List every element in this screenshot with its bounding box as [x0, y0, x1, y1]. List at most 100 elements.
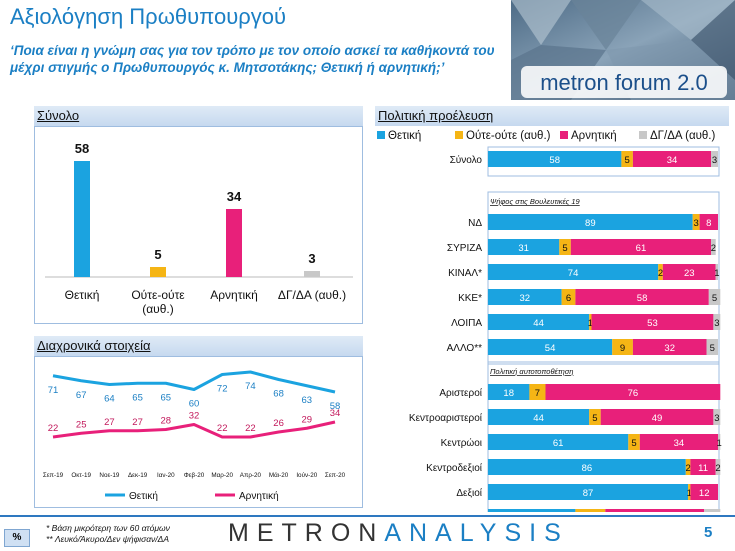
- political-segment-value: 58: [549, 155, 560, 166]
- political-segment-value: 18: [503, 388, 514, 399]
- trend-tick-label: Οκτ-19: [71, 472, 91, 479]
- political-segment: [612, 339, 633, 355]
- footer-rule: [0, 515, 735, 517]
- political-segment-value: 2: [658, 268, 663, 279]
- political-segment: [488, 384, 530, 400]
- trend-tick-label: Δεκ-19: [128, 472, 148, 479]
- political-segment-value: 3: [712, 155, 717, 166]
- trend-point-label: 27: [132, 417, 143, 428]
- political-segment-value: 1: [717, 438, 722, 449]
- political-segment: [488, 459, 686, 475]
- political-segment: [658, 264, 663, 280]
- political-legend-swatch: [455, 131, 463, 139]
- political-segment-value: 3: [714, 413, 719, 424]
- political-segment-value: 74: [568, 268, 579, 279]
- political-segment: [575, 509, 606, 512]
- political-segment: [711, 239, 716, 255]
- political-segment-value: 2: [711, 243, 716, 254]
- political-segment: [692, 214, 700, 230]
- political-segment-value: 8: [706, 218, 711, 229]
- political-segment: [688, 484, 691, 500]
- total-bar-chart: 58 5 34 3 Θετική Ούτε-ούτε(αυθ.) Αρνητική ΔΓ/ΔΑ…: [45, 141, 353, 316]
- total-category-label: Θετική: [65, 288, 100, 302]
- panel-trend: 71 67 64 65 65 60 72 74 68 63 58 22 25 27 27 28 32 22 22 26…: [34, 356, 363, 508]
- political-segment: [699, 214, 718, 230]
- political-segment: [715, 459, 721, 475]
- total-bar-value: 34: [227, 189, 242, 204]
- political-row-label: ΚΚΕ*: [458, 293, 482, 304]
- trend-point-label: 65: [161, 392, 172, 403]
- political-segment: [704, 509, 721, 512]
- political-segment-value: 3: [714, 318, 719, 329]
- political-group-label: Ψήφος στις Βουλευτικές 19: [490, 197, 581, 206]
- page-subtitle: ‘Ποια είναι η γνώμη σας για τον τρόπο με…: [10, 43, 495, 75]
- political-segment: [488, 314, 590, 330]
- total-category-label: (αυθ.): [142, 302, 174, 316]
- trend-line-chart: 71 67 64 65 65 60 72 74 68 63 58 22 25 27 27 28 32 22 22 26…: [43, 370, 346, 502]
- trend-tick-label: Ιαν-20: [157, 472, 175, 479]
- political-segment-value: 5: [562, 243, 567, 254]
- political-row-label: ΛΟΙΠΑ: [451, 318, 482, 329]
- total-category-label: Αρνητική: [210, 288, 258, 302]
- banner-art: metron forum 2.0: [511, 0, 735, 100]
- political-legend-label: Θετική: [388, 130, 421, 142]
- political-row-label: Δεξιοί: [456, 487, 482, 499]
- political-segment-value: 49: [652, 413, 663, 424]
- trend-point-label: 22: [48, 423, 59, 434]
- political-segment: [632, 339, 707, 355]
- trend-point-label: 58: [330, 401, 341, 412]
- political-segment-value: 9: [620, 343, 625, 354]
- political-row-label: Αριστεροί: [439, 387, 482, 399]
- political-segment: [589, 314, 592, 330]
- panel-total: 58 5 34 3 Θετική Ούτε-ούτε (αυθ.) Αρνητική ΔΓ/ΔΑ…: [34, 126, 363, 324]
- political-segment-value: 3: [694, 218, 699, 229]
- trend-point-label: 60: [189, 399, 200, 410]
- political-segment-value: 34: [674, 438, 685, 449]
- political-row-label: Κεντροδεξιοί: [426, 462, 483, 474]
- percent-badge: %: [4, 529, 30, 547]
- political-legend-label: Ούτε-ούτε (αυθ.): [466, 130, 551, 142]
- trend-point-label: 29: [302, 414, 313, 425]
- trend-tick-label: Νοε-19: [99, 472, 119, 479]
- page-number: 5: [704, 524, 713, 541]
- trend-tick-label: Μαρ-20: [211, 472, 233, 479]
- political-legend-label: Αρνητική: [571, 130, 617, 142]
- trend-point-label: 26: [273, 418, 284, 429]
- political-segment: [711, 151, 718, 167]
- political-segment-value: 1: [588, 318, 593, 329]
- political-segment-value: 44: [533, 413, 544, 424]
- trend-tick-label: Σεπ-20: [325, 472, 346, 479]
- footnote-2: ** Λευκό/Άκυρο/Δεν ψήφισαν/ΔΑ: [46, 534, 170, 544]
- trend-point-label: 67: [76, 390, 87, 401]
- political-segment-value: 11: [698, 463, 708, 474]
- trend-series-line: [52, 370, 336, 394]
- total-bar-value: 58: [75, 141, 89, 156]
- political-segment: [690, 484, 718, 500]
- trend-point-label: 34: [330, 408, 341, 419]
- political-segment: [713, 409, 721, 425]
- trend-point-label: 28: [161, 416, 172, 427]
- political-segment-value: 32: [520, 293, 531, 304]
- trend-tick-label: Ιούν-20: [296, 471, 317, 479]
- political-segment: [639, 434, 718, 450]
- political-segment-value: 58: [637, 293, 648, 304]
- political-segment-value: 2: [685, 463, 690, 474]
- trend-point-label: 74: [245, 381, 256, 392]
- logo-part-a: METRON: [228, 519, 385, 547]
- political-segment: [706, 339, 718, 355]
- panel-header-political: Πολιτική προέλευση: [375, 106, 729, 126]
- political-group-label: Πολιτική αυτοτοποθέτηση: [490, 367, 573, 376]
- political-segment-value: 86: [582, 463, 593, 474]
- political-segment: [570, 239, 712, 255]
- political-segment: [713, 314, 721, 330]
- political-segment: [708, 289, 721, 305]
- political-segment-value: 12: [699, 488, 710, 499]
- trend-point-label: 65: [132, 392, 143, 403]
- total-bar: [74, 161, 90, 277]
- political-row-label: Σύνολο: [450, 154, 483, 166]
- political-legend-swatch: [639, 131, 647, 139]
- political-segment-value: 89: [585, 218, 596, 229]
- total-bar-value: 3: [308, 251, 315, 266]
- trend-point-label: 63: [302, 395, 313, 406]
- political-segment: [632, 151, 712, 167]
